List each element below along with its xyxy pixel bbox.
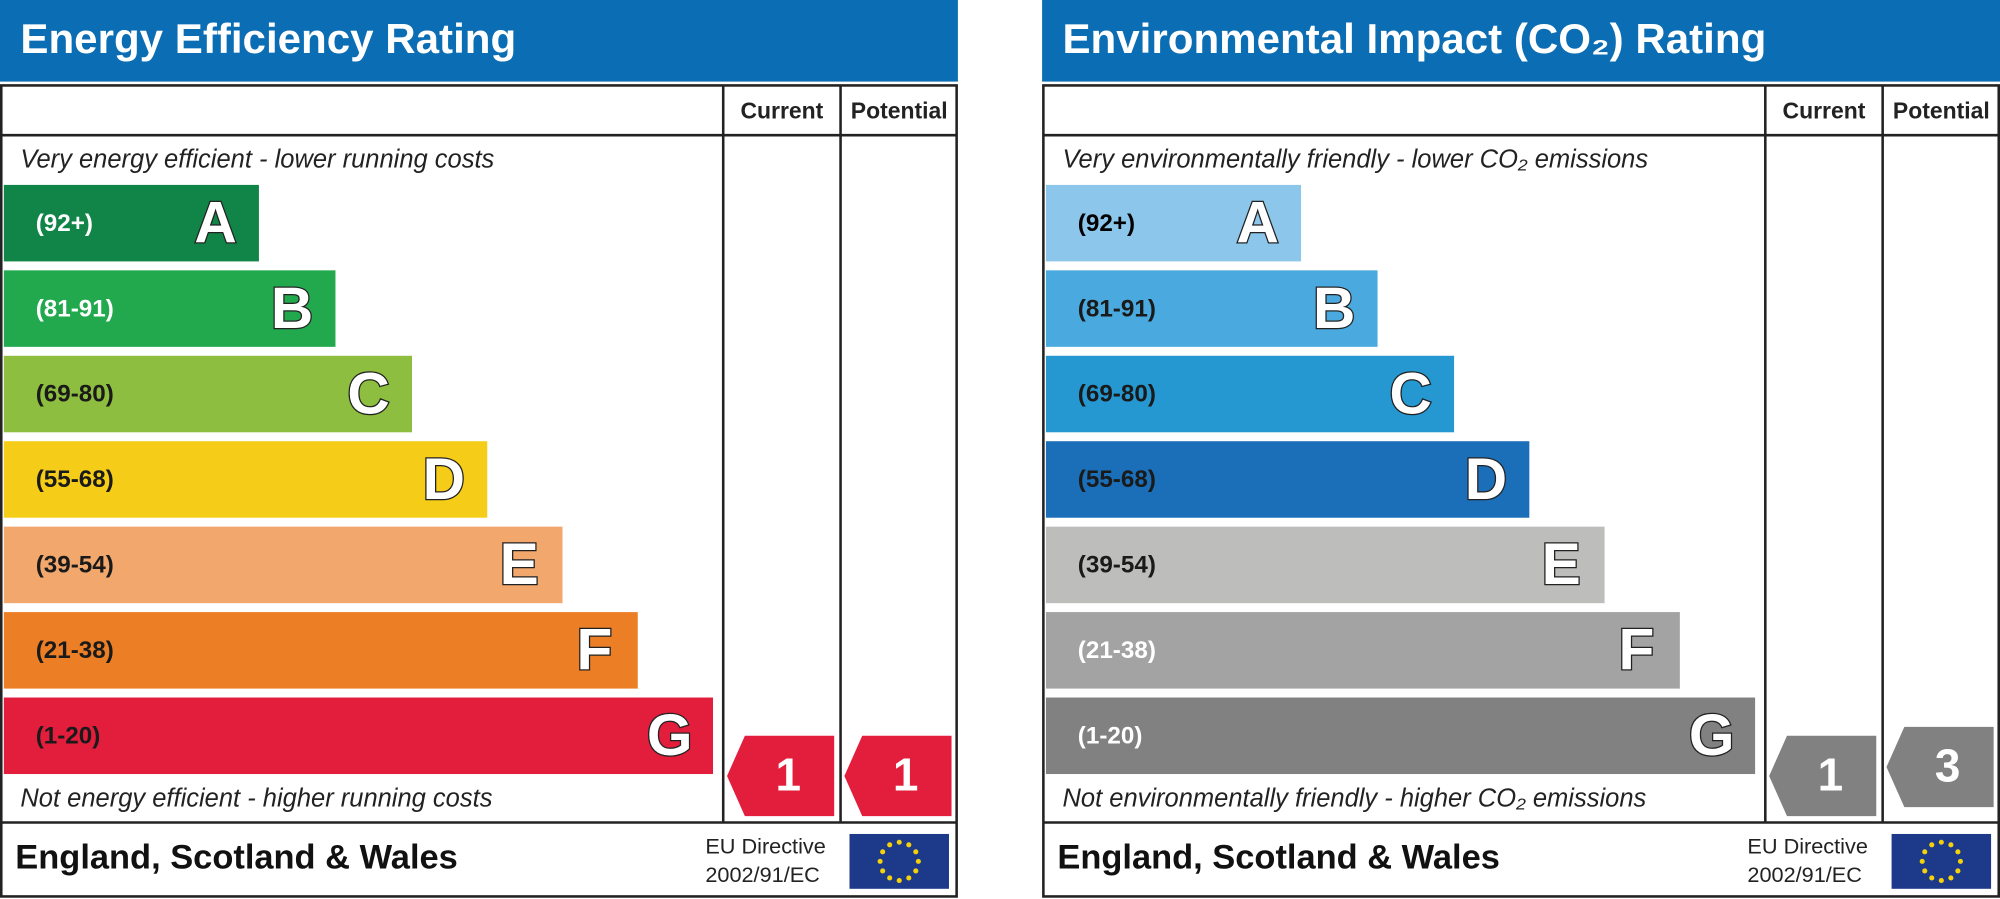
directive: 2002/91/EC (705, 862, 819, 887)
band-range: (21-38) (1078, 637, 1156, 664)
eu-star (1922, 868, 1928, 874)
eu-star (913, 849, 919, 855)
directive: 2002/91/EC (1747, 862, 1861, 887)
band-range: (1-20) (36, 722, 101, 749)
band-letter: C (347, 361, 389, 426)
eu-star (1919, 858, 1925, 864)
rating-value: 3 (1935, 740, 1961, 792)
eu-star (1929, 842, 1935, 848)
band-letter: A (1236, 190, 1278, 255)
rating-band (1045, 270, 1378, 347)
eu-star (1922, 849, 1928, 855)
band-range: (69-80) (36, 381, 114, 408)
band-range: (1-20) (1078, 722, 1143, 749)
eu-star (1938, 877, 1944, 884)
rating-value: 1 (893, 749, 919, 801)
rating-value: 1 (775, 749, 801, 801)
rating-band (1045, 355, 1455, 433)
band-letter: D (423, 447, 465, 512)
rating-band (3, 355, 412, 433)
eu-star (896, 839, 902, 845)
title-bar (0, 0, 958, 82)
eu-star (1929, 875, 1935, 881)
band-letter: F (1619, 618, 1655, 683)
column-header: Potential (1893, 97, 1990, 123)
panel-title: Energy Efficiency Rating (20, 15, 516, 62)
rating-arrow (727, 735, 835, 817)
band-letter: B (1313, 276, 1355, 341)
eu-star (906, 842, 912, 848)
eu-star (1955, 868, 1961, 874)
eu-star (1948, 875, 1954, 881)
bottom-note: Not environmentally friendly - higher CO… (1063, 784, 1647, 812)
eu-star (887, 842, 893, 848)
band-range: (92+) (36, 210, 93, 237)
panel-title: Environmental Impact (CO₂) Rating (1063, 15, 1767, 62)
rating-band (3, 697, 714, 775)
eu-star (915, 858, 921, 864)
band-letter: E (1542, 532, 1581, 597)
band-range: (81-91) (36, 295, 114, 322)
rating-value: 1 (1818, 749, 1844, 801)
rating-panel: Environmental Impact (CO₂) Rating Current… (1042, 0, 2000, 898)
eu-star (913, 868, 919, 874)
rating-band (1045, 441, 1530, 518)
directive: EU Directive (705, 834, 825, 859)
eu-star (1948, 842, 1954, 848)
band-range: (55-68) (36, 466, 114, 493)
rating-arrow (1886, 726, 1994, 808)
title-bar (1042, 0, 2000, 82)
band-range: (81-91) (1078, 295, 1156, 322)
band-letter: E (500, 532, 539, 597)
rating-band (3, 526, 563, 604)
eu-star (887, 875, 893, 881)
eu-star (1938, 839, 1944, 845)
band-letter: G (1689, 703, 1735, 768)
band-range: (55-68) (1078, 466, 1156, 493)
eu-star (896, 877, 902, 884)
eu-star (880, 868, 886, 874)
band-letter: D (1465, 447, 1507, 512)
band-letter: G (647, 703, 693, 768)
bottom-note: Not energy efficient - higher running co… (20, 784, 492, 812)
top-note: Very energy efficient - lower running co… (20, 145, 494, 173)
band-letter: C (1390, 361, 1432, 426)
rating-band (1045, 612, 1680, 689)
band-range: (92+) (1078, 210, 1135, 237)
rating-panel: Energy Efficiency Rating Current Potential… (0, 0, 958, 898)
rating-arrow (844, 735, 952, 817)
eu-star (1955, 849, 1961, 855)
column-header: Current (740, 97, 823, 123)
column-header: Current (1783, 97, 1866, 123)
rating-band (1045, 184, 1302, 262)
top-note: Very environmentally friendly - lower CO… (1063, 145, 1649, 173)
rating-band (3, 184, 259, 262)
column-header: Potential (851, 97, 948, 123)
region: England, Scotland & Wales (1057, 839, 1500, 877)
rating-band (1045, 526, 1605, 604)
region: England, Scotland & Wales (15, 839, 458, 877)
directive: EU Directive (1747, 834, 1867, 859)
band-range: (39-54) (1078, 552, 1156, 579)
band-letter: B (271, 276, 313, 341)
eu-star (880, 849, 886, 855)
eu-star (906, 875, 912, 881)
rating-band (3, 270, 336, 347)
rating-band (3, 441, 488, 518)
rating-arrow (1769, 735, 1877, 817)
band-range: (69-80) (1078, 381, 1156, 408)
band-letter: A (194, 190, 236, 255)
rating-band (1045, 697, 1756, 775)
eu-star (1957, 858, 1964, 864)
band-range: (39-54) (36, 552, 114, 579)
rating-band (3, 612, 638, 689)
band-range: (21-38) (36, 637, 114, 664)
eu-star (877, 858, 883, 864)
band-letter: F (576, 618, 612, 683)
